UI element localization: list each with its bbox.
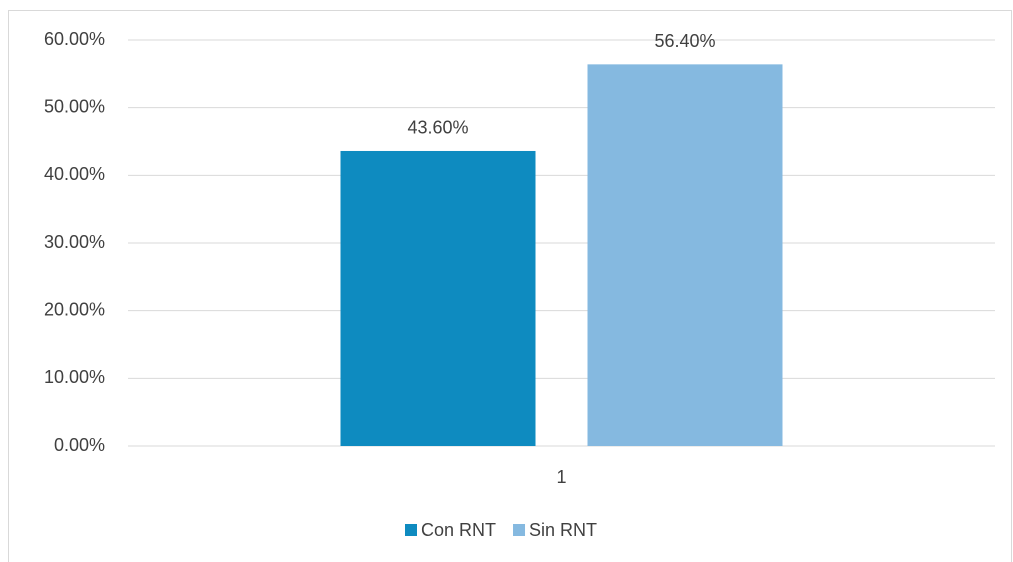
- y-tick-label: 60.00%: [44, 29, 105, 49]
- legend-label: Sin RNT: [529, 520, 597, 540]
- x-tick-label: 1: [556, 467, 566, 487]
- y-tick-label: 20.00%: [44, 299, 105, 319]
- y-tick-label: 10.00%: [44, 367, 105, 387]
- legend-swatch: [513, 524, 526, 536]
- data-label: 43.60%: [407, 118, 468, 138]
- data-label: 56.40%: [654, 31, 715, 51]
- y-tick-label: 0.00%: [54, 435, 105, 455]
- y-tick-label: 30.00%: [44, 232, 105, 252]
- bar: [587, 64, 783, 447]
- y-tick-label: 40.00%: [44, 164, 105, 184]
- bar: [340, 150, 536, 446]
- legend-swatch: [405, 524, 417, 536]
- chart-border: [8, 10, 1012, 562]
- y-tick-label: 50.00%: [44, 96, 105, 116]
- legend-label: Con RNT: [421, 520, 496, 540]
